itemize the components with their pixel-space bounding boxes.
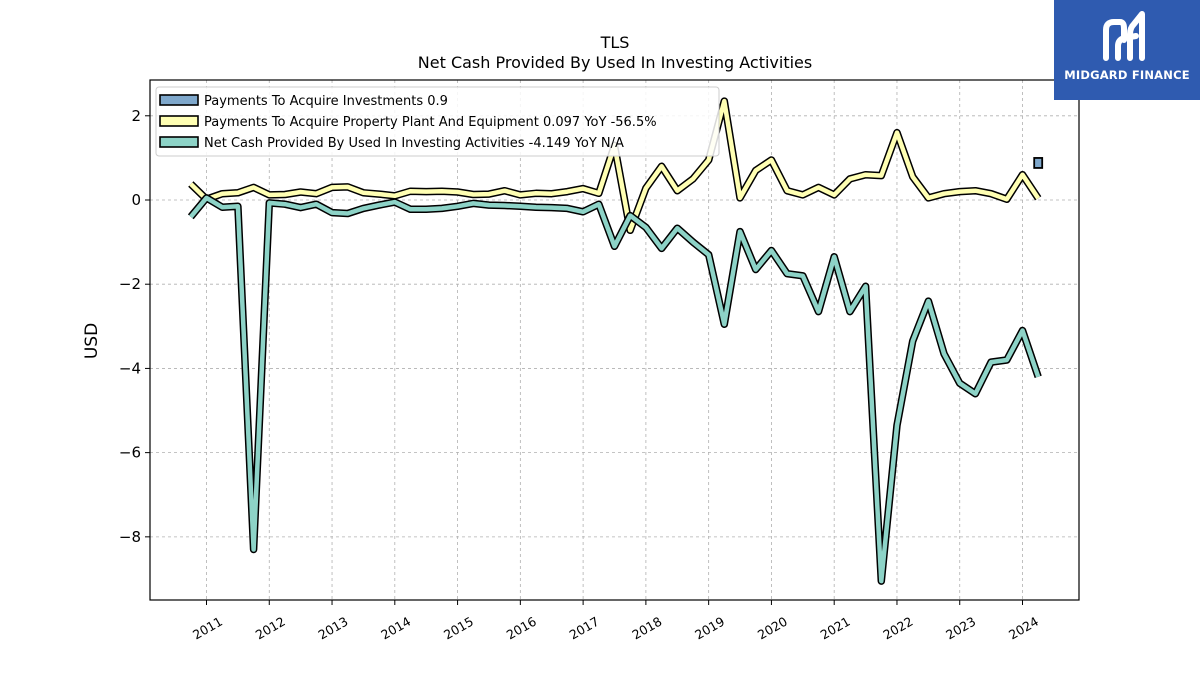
brand-logo: MIDGARD FINANCE [1054, 0, 1200, 100]
legend-frame [155, 86, 720, 157]
y-axis-label: USD [82, 323, 102, 359]
y-tick-label: −6 [119, 444, 141, 462]
legend: Payments To Acquire Investments 0.9 Payme… [155, 86, 720, 157]
y-tick-label: −2 [119, 275, 141, 293]
legend-swatch [159, 115, 199, 127]
chart-subtitle: Net Cash Provided By Used In Investing A… [418, 53, 812, 72]
legend-label: Net Cash Provided By Used In Investing A… [204, 136, 624, 151]
legend-label: Payments To Acquire Investments 0.9 [204, 94, 448, 109]
legend-swatch [159, 136, 199, 148]
x-tick-label: 2011 [190, 614, 225, 643]
x-tick-label: 2024 [1006, 614, 1041, 643]
x-tick-label: 2014 [378, 614, 413, 643]
y-tick-label: −4 [119, 359, 141, 377]
y-tick-label: −8 [119, 528, 141, 546]
x-tick-label: 2016 [504, 614, 539, 643]
x-tick-label: 2018 [629, 614, 664, 643]
brand-name: MIDGARD FINANCE [1064, 68, 1190, 82]
series-point [1033, 157, 1044, 169]
legend-label: Payments To Acquire Property Plant And E… [204, 115, 657, 130]
x-tick-label: 2022 [880, 614, 915, 643]
series-line-outline [187, 194, 1042, 585]
brand-logo-icon [1103, 11, 1145, 61]
x-tick-label: 2013 [315, 614, 350, 643]
x-tick-label: 2021 [818, 614, 853, 643]
series-layer [187, 97, 1044, 585]
x-tick-label: 2017 [567, 614, 602, 643]
series-line [189, 195, 1041, 584]
y-tick-label: 2 [131, 107, 141, 125]
y-tick-label: 0 [131, 191, 141, 209]
plot-frame [149, 79, 1080, 601]
x-tick-label: 2023 [943, 614, 978, 643]
x-tick-label: 2012 [253, 614, 288, 643]
legend-swatch [159, 94, 199, 106]
x-tick-label: 2020 [755, 614, 790, 643]
x-tick-label: 2019 [692, 614, 727, 643]
x-tick-label: 2015 [441, 614, 476, 643]
chart-title: TLS [600, 33, 630, 52]
